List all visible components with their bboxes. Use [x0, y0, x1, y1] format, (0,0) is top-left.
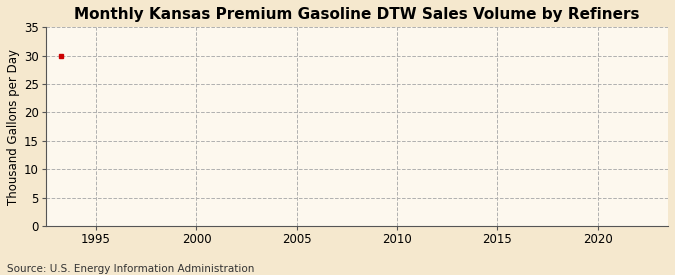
- Title: Monthly Kansas Premium Gasoline DTW Sales Volume by Refiners: Monthly Kansas Premium Gasoline DTW Sale…: [74, 7, 640, 22]
- Text: Source: U.S. Energy Information Administration: Source: U.S. Energy Information Administ…: [7, 264, 254, 274]
- Y-axis label: Thousand Gallons per Day: Thousand Gallons per Day: [7, 49, 20, 205]
